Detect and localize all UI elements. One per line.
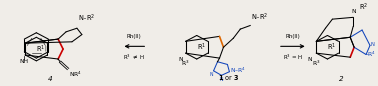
- Text: $\mathbf{1}$ or $\mathbf{3}$: $\mathbf{1}$ or $\mathbf{3}$: [218, 73, 239, 82]
- Text: R$^2$: R$^2$: [359, 2, 368, 13]
- Text: R$^3$: R$^3$: [312, 59, 321, 68]
- Text: NR$^4$: NR$^4$: [69, 70, 82, 79]
- Text: Rh(II): Rh(II): [127, 34, 142, 39]
- Text: NH: NH: [20, 60, 29, 64]
- Text: N–R$^2$: N–R$^2$: [251, 11, 269, 23]
- Text: R$^1$: R$^1$: [36, 43, 45, 55]
- Text: N: N: [220, 77, 223, 82]
- Text: R$^1$: R$^1$: [327, 42, 336, 53]
- Text: N–R$^4$: N–R$^4$: [231, 66, 246, 75]
- Text: N: N: [351, 9, 355, 14]
- Text: R$^3$: R$^3$: [181, 59, 190, 68]
- Text: N: N: [209, 72, 212, 77]
- Text: Rh(II): Rh(II): [285, 34, 300, 39]
- Text: 2: 2: [339, 76, 344, 82]
- Text: |: |: [45, 46, 46, 51]
- Text: 4: 4: [48, 76, 53, 82]
- Text: R$^1$: R$^1$: [197, 42, 206, 53]
- Text: R$^3$ $\neq$ H: R$^3$ $\neq$ H: [123, 53, 146, 62]
- Text: R$^3$ = H: R$^3$ = H: [283, 53, 303, 62]
- Text: R$^4$: R$^4$: [367, 50, 376, 59]
- Text: N: N: [308, 57, 312, 62]
- Text: N–R$^2$: N–R$^2$: [78, 12, 95, 24]
- Text: N: N: [371, 42, 375, 47]
- Text: N: N: [178, 57, 183, 62]
